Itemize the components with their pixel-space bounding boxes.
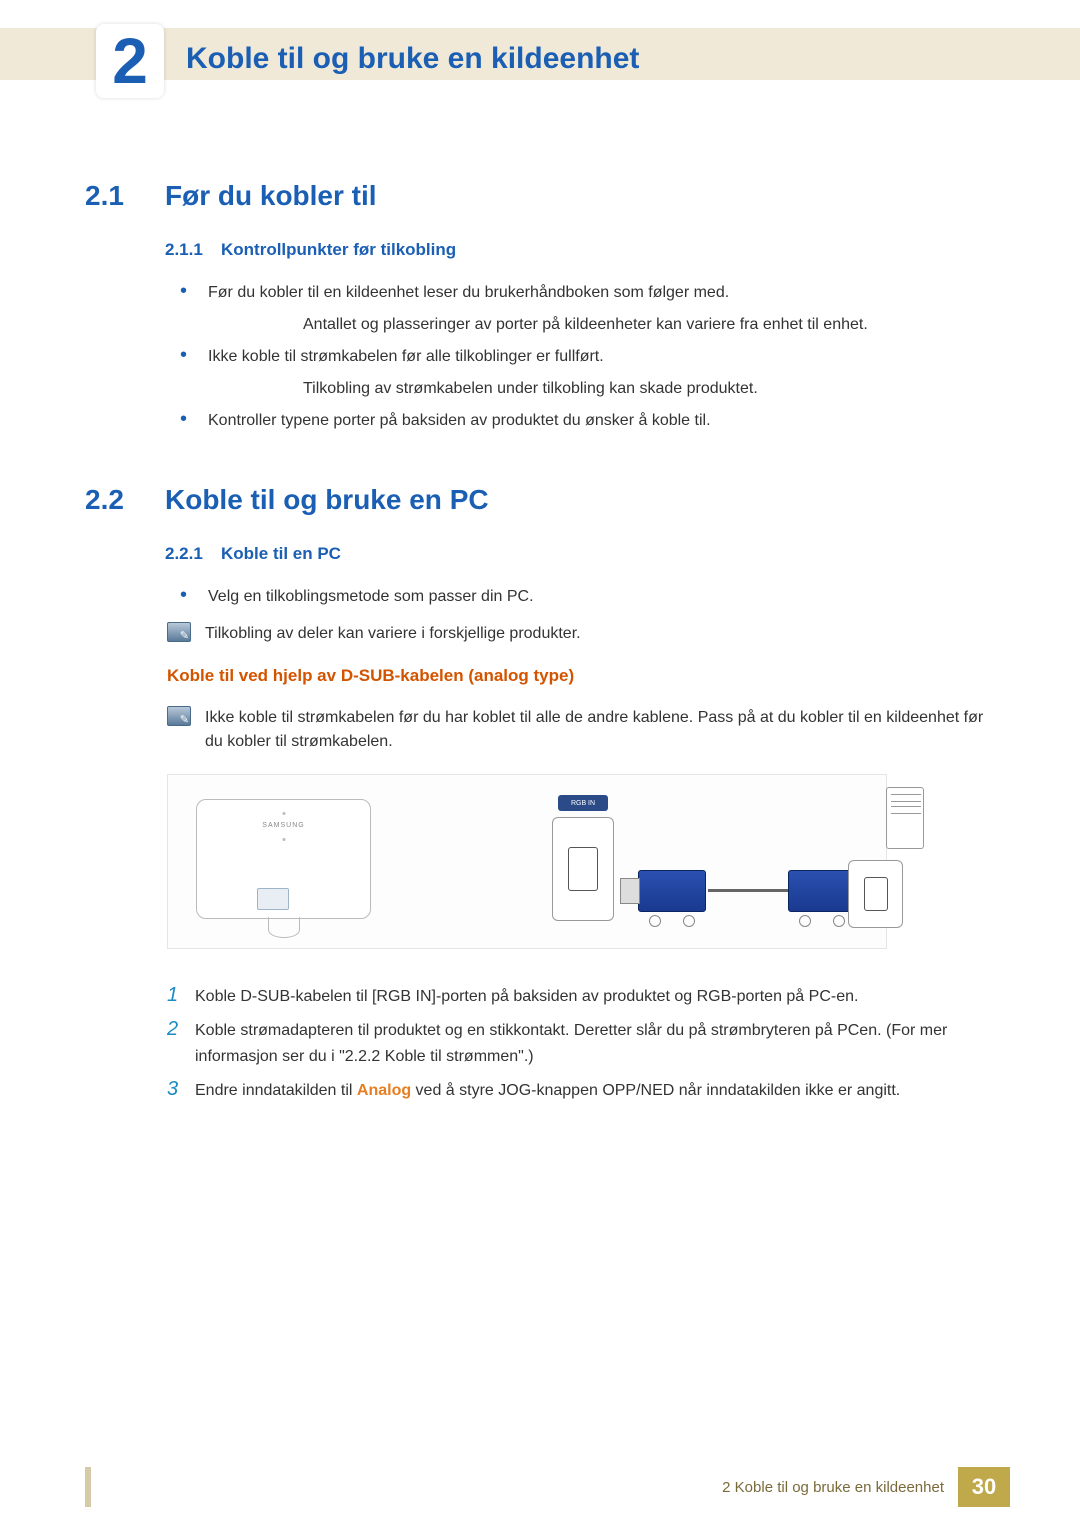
step-number: 1 (167, 984, 195, 1010)
subsection-2-2-1: 2.2.1 Koble til en PC (165, 544, 1000, 564)
bullet-icon: • (180, 408, 208, 434)
bullet-list-2: • Velg en tilkoblingsmetode som passer d… (180, 584, 1000, 610)
screw-icon (649, 915, 661, 927)
step-number: 3 (167, 1078, 195, 1104)
pc-tower-icon (886, 787, 924, 849)
monitor-brand: SAMSUNG (262, 822, 304, 829)
footer: 2 Koble til og bruke en kildeenhet 30 (0, 1467, 1080, 1507)
section-2-1: 2.1 Før du kobler til (85, 180, 1000, 212)
screw-icon (683, 915, 695, 927)
bullet-text: Velg en tilkoblingsmetode som passer din… (208, 584, 534, 610)
note-icon (167, 622, 191, 642)
step3-part-a: Endre inndatakilden til (195, 1082, 357, 1099)
pc-port-closeup (848, 860, 903, 928)
subsection-number: 2.1.1 (165, 240, 221, 260)
connection-diagram: SAMSUNG RGB IN (167, 774, 887, 949)
section-title: Før du kobler til (165, 180, 377, 212)
step-row: 2 Koble strømadapteren til produktet og … (167, 1018, 1000, 1070)
step-text: Koble strømadapteren til produktet og en… (195, 1018, 1000, 1070)
chapter-number: 2 (112, 29, 148, 93)
list-item: • Kontroller typene porter på baksiden a… (180, 408, 1000, 434)
screw-icon (833, 915, 845, 927)
monitor-dot (282, 838, 285, 841)
pc-drive-icon (891, 806, 921, 814)
bullet-list-1: • Før du kobler til en kildeenhet leser … (180, 280, 1000, 434)
step-row: 3 Endre inndatakilden til Analog ved å s… (167, 1078, 1000, 1104)
bullet-text: Antallet og plasseringer av porter på ki… (303, 312, 1000, 338)
analog-keyword: Analog (357, 1082, 411, 1099)
step-row: 1 Koble D-SUB-kabelen til [RGB IN]-porte… (167, 984, 1000, 1010)
section-number: 2.2 (85, 484, 165, 516)
section-2-2: 2.2 Koble til og bruke en PC (85, 484, 1000, 516)
red-heading: Koble til ved hjelp av D-SUB-kabelen (an… (167, 666, 1000, 686)
bullet-text: Kontroller typene porter på baksiden av … (208, 408, 711, 434)
note-text: Ikke koble til strømkabelen før du har k… (205, 706, 1000, 754)
chapter-title: Koble til og bruke en kildeenhet (186, 42, 639, 76)
subsection-number: 2.2.1 (165, 544, 221, 564)
bullet-text: Ikke koble til strømkabelen før alle til… (208, 344, 604, 370)
bullet-icon: • (180, 344, 208, 370)
list-item: • Før du kobler til en kildeenhet leser … (180, 280, 1000, 306)
list-item: • Ikke koble til strømkabelen før alle t… (180, 344, 1000, 370)
monitor-icon: SAMSUNG (196, 799, 371, 919)
list-item: • Velg en tilkoblingsmetode som passer d… (180, 584, 1000, 610)
page-number: 30 (958, 1467, 1010, 1507)
note-icon (167, 706, 191, 726)
section-title: Koble til og bruke en PC (165, 484, 489, 516)
subsection-2-1-1: 2.1.1 Kontrollpunkter før tilkobling (165, 240, 1000, 260)
section-number: 2.1 (85, 180, 165, 212)
port-slot-icon (568, 847, 598, 891)
cable-icon (708, 889, 788, 892)
footer-text: 2 Koble til og bruke en kildeenhet (722, 1479, 944, 1496)
bullet-icon: • (180, 280, 208, 306)
monitor-dot (282, 812, 285, 815)
screw-icon (799, 915, 811, 927)
port-slot-icon (864, 877, 888, 911)
pc-drive-icon (891, 794, 921, 802)
note-text: Tilkobling av deler kan variere i forskj… (205, 622, 581, 646)
monitor-port-closeup (552, 817, 614, 921)
step3-part-c: ved å styre JOG-knappen OPP/NED når innd… (411, 1082, 900, 1099)
dsub-connector-icon (638, 870, 706, 912)
note-row: Tilkobling av deler kan variere i forskj… (167, 622, 1000, 646)
bullet-text: Tilkobling av strømkabelen under tilkobl… (303, 376, 1000, 402)
chapter-box: 2 (96, 24, 164, 98)
bullet-icon: • (180, 584, 208, 610)
step-number: 2 (167, 1018, 195, 1070)
step-text: Endre inndatakilden til Analog ved å sty… (195, 1078, 900, 1104)
dsub-connector-icon (788, 870, 856, 912)
rgb-in-label: RGB IN (558, 795, 608, 811)
step-text: Koble D-SUB-kabelen til [RGB IN]-porten … (195, 984, 858, 1010)
note-row: Ikke koble til strømkabelen før du har k… (167, 706, 1000, 754)
content-area: 2.1 Før du kobler til 2.1.1 Kontrollpunk… (85, 180, 1000, 1112)
monitor-port-icon (257, 888, 289, 910)
bullet-text: Før du kobler til en kildeenhet leser du… (208, 280, 729, 306)
subsection-title: Kontrollpunkter før tilkobling (221, 240, 456, 260)
subsection-title: Koble til en PC (221, 544, 341, 564)
